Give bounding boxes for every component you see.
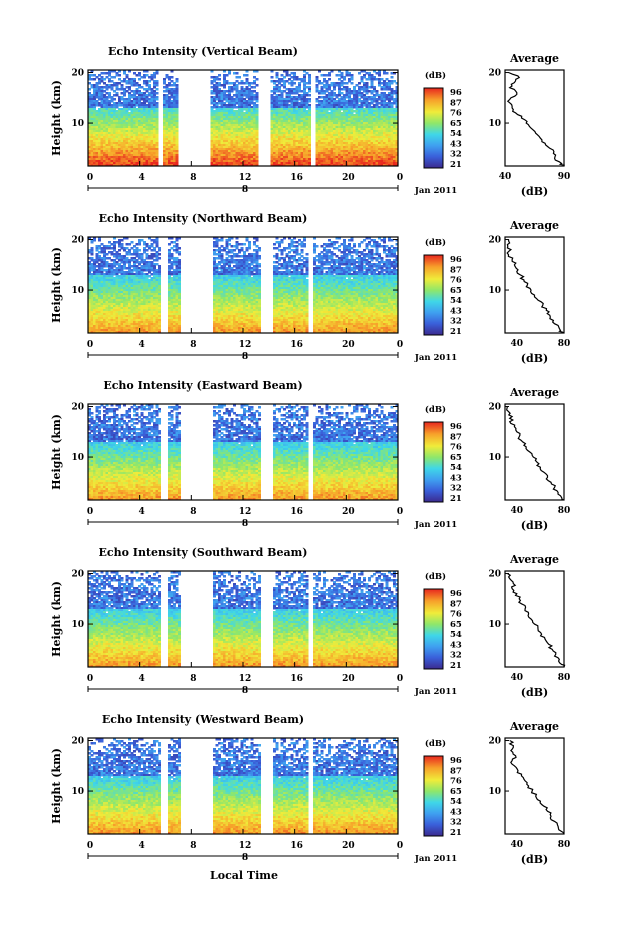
heatmap-cell [156,92,159,95]
average-profile-line [508,73,564,167]
heatmap-cell [176,80,179,83]
average-x-label: (dB) [521,185,548,198]
average-x-tick-label: 90 [558,172,571,182]
heatmap-cell [271,76,274,79]
heatmap-cell [123,94,126,97]
heatmap-cell [228,72,231,75]
colorbar-tick-label: 21 [450,160,462,170]
heatmap-cell [91,253,94,256]
heatmap-cell [308,94,311,97]
heatmap-cell [218,78,221,81]
average-title: Average [509,52,559,65]
x-tick-label: 0 [397,173,403,183]
average-y-tick-label: 10 [488,119,501,129]
panel-title: Echo Intensity (Northward Beam) [99,212,308,225]
date-label: Jan 2011 [414,186,457,196]
colorbar-tick-label: 43 [450,139,462,149]
heatmap-cell [378,74,381,77]
heatmap-cell [98,239,101,242]
heatmap-cell [328,78,331,81]
x-tick-label: 0 [87,173,93,183]
average-x-tick-label: 40 [499,172,512,182]
heatmap-cell [118,74,121,77]
date-day: 8 [242,185,248,195]
heatmap-cell [328,74,331,77]
heatmap-cell [391,76,394,79]
average-y-tick-label: 20 [488,69,501,79]
x-tick-label: 8 [190,173,196,183]
heatmap-cell [351,78,354,81]
panel-1: Echo Intensity (Vertical Beam) 20 10 Height… [50,45,570,198]
heatmap-cell [256,100,259,103]
heatmap-cell [333,88,336,91]
colorbar-tick-label: 32 [450,150,462,160]
heatmap-cell [113,98,116,101]
heatmap-cell [308,90,311,93]
heatmap-cell [256,78,259,81]
y-axis-label: Height (km) [50,80,63,156]
heatmap-cell [218,74,221,77]
heatmap-cells [88,70,399,167]
heatmap-cell [156,72,159,75]
panel-title: Echo Intensity (Vertical Beam) [108,45,298,58]
heatmap-cell [351,82,354,85]
colorbar-tick-label: 54 [450,129,462,139]
heatmap-cell [386,72,389,75]
heatmap-cell [308,82,311,85]
heatmap-cell [171,76,174,79]
heatmap-cell [308,100,311,103]
y-tick-label: 10 [71,119,84,129]
heatmap-cell [156,84,159,87]
heatmap-cell [156,98,159,101]
x-tick-label: 12 [239,173,252,183]
heatmap-cell [343,78,346,81]
heatmap-cell [153,76,156,79]
colorbar-tick-label: 76 [450,109,462,119]
colorbar [424,88,443,168]
colorbar-tick-label: 96 [450,88,462,98]
x-tick-label: 16 [290,173,303,183]
heatmap-cell [238,76,241,79]
colorbar-unit: (dB) [425,70,446,81]
average-frame [505,70,564,166]
x-tick-label: 20 [342,173,355,183]
heatmap-cells [88,237,399,334]
heatmap-cell [236,72,239,75]
colorbar-tick-label: 87 [450,98,462,108]
x-tick-label: 4 [139,173,145,183]
panel-2: Echo Intensity (Northward Beam)2010Heigh… [50,212,570,365]
heatmap-cell [256,84,259,87]
heatmap-cell [131,241,134,244]
heatmap-cell [156,88,159,91]
heatmap-cell [223,86,226,89]
heatmap-cell [293,82,296,85]
heatmap-cell [93,239,96,242]
y-tick-label: 20 [71,69,84,79]
colorbar-tick-label: 65 [450,119,462,129]
heatmap-cell [246,74,249,77]
